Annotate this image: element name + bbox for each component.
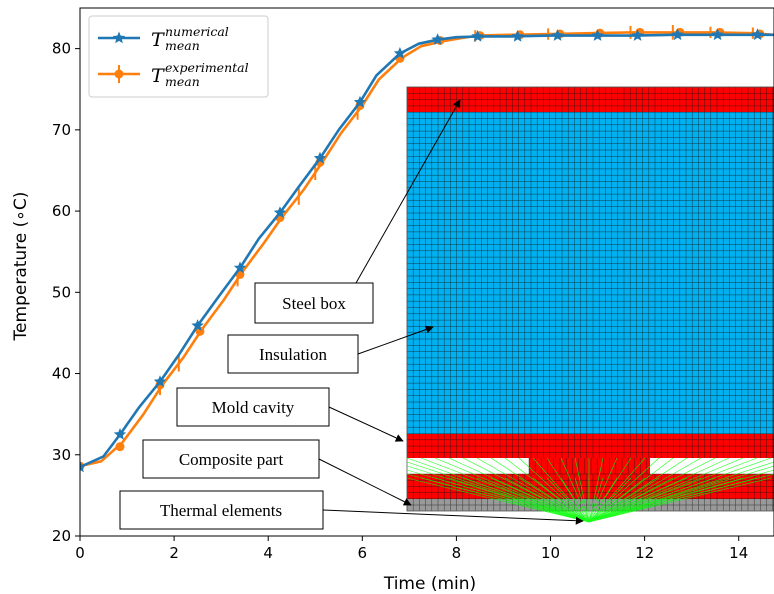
data-point [591,29,604,41]
annotation-label-steel-box: Steel box [282,294,346,313]
x-tick-label: 0 [75,544,85,562]
data-point [431,33,444,45]
data-point [113,428,127,440]
annotation-label-mold-cavity: Mold cavity [212,398,295,417]
data-point [631,29,644,41]
legend-label-sup: numerical [165,24,229,39]
data-point [195,326,205,336]
mesh-inset [406,86,774,523]
x-tick-label: 4 [263,544,273,562]
legend-box [88,15,269,98]
y-tick-label: 30 [52,446,71,464]
x-tick-label: 14 [729,544,748,562]
annotation-arrow [357,325,434,355]
annotation-box [176,387,330,427]
y-tick-label: 70 [52,121,71,139]
annotations: Steel box Insulation Mold cavity Composite … [119,99,584,530]
annotation-box [227,334,359,374]
data-point [191,319,204,331]
data-point [313,151,327,164]
annotation-label-thermal-elements: Thermal elements [160,501,282,520]
annotation-arrow [355,99,461,284]
x-tick-label: 2 [169,544,179,562]
annotation-box [119,490,324,530]
y-tick-label: 40 [52,365,71,383]
x-tick-label: 8 [452,544,462,562]
legend-label-sub: mean [165,38,200,53]
legend-label-base: T [151,65,165,87]
data-point [115,442,125,452]
data-point [711,28,724,41]
y-tick-label: 80 [52,40,71,58]
data-point [353,95,367,108]
axes-frame [79,7,774,537]
annotation-box [142,439,320,479]
y-tick-label: 50 [52,283,71,301]
x-tick-label: 12 [635,544,654,562]
data-point [551,29,564,41]
x-tick-label: 6 [358,544,368,562]
y-axis-label: Temperature (∘C) [11,192,31,342]
data-point [471,29,484,42]
data-point [393,47,407,59]
insulation-region [407,112,774,434]
y-tick-label: 60 [52,202,71,220]
legend-label-sup: experimental [165,60,249,75]
y-tick-label: 20 [52,527,71,545]
series-group [80,25,774,473]
x-tick-label: 10 [541,544,560,562]
axes: Time (min) Temperature (∘C) 0 2 4 6 8 10 12 14 2… [11,7,774,594]
x-axis-label: Time (min) [383,574,476,594]
annotation-label-insulation: Insulation [259,345,327,364]
legend-marker [112,31,126,44]
data-point [273,206,287,218]
data-point [233,261,247,274]
annotation-arrow [322,509,584,525]
thermal-links [406,457,774,523]
data-point [511,29,524,42]
plot-area [80,25,774,473]
data-point [671,28,684,41]
data-point [153,375,167,387]
annotation-label-composite-part: Composite part [179,450,284,469]
mesh-outline [406,86,774,512]
data-point [80,460,87,473]
data-point [751,28,764,41]
annotation-arrow [328,406,404,442]
legend-label-base: T [151,29,165,51]
annotation-arrow [318,458,412,506]
legend-label-sub: mean [165,74,200,89]
annotation-box [254,282,374,324]
